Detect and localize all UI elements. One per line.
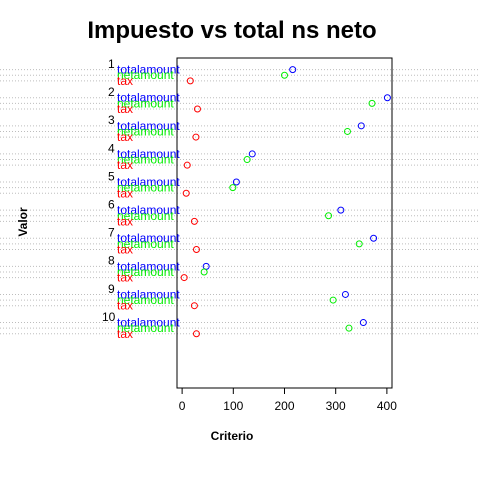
row-label: tax [117,271,133,285]
row-label: netamount [117,68,174,82]
data-point [243,156,251,164]
row-label: totalamount [117,91,180,105]
x-tick-label: 0 [179,399,186,413]
row-label: netamount [117,209,174,223]
data-point [341,290,349,298]
data-point [289,66,297,74]
row-label: totalamount [117,175,180,189]
row-label: tax [117,327,133,341]
data-point [383,94,391,102]
row-label: tax [117,242,133,256]
row-label: totalamount [117,147,180,161]
row-label: netamount [117,321,174,335]
data-point [232,178,240,186]
data-point [183,161,191,169]
row-label: totalamount [117,316,180,330]
data-point [337,206,345,214]
data-points [180,66,391,338]
data-point [186,77,194,85]
row-label: tax [117,102,133,116]
x-tick-label: 400 [377,399,397,413]
data-point [182,189,190,197]
row-label: netamount [117,293,174,307]
row-label: tax [117,299,133,313]
row-label: totalamount [117,203,180,217]
group-label: 5 [108,169,115,183]
x-axis: 0 100 200 300 400 [179,387,397,413]
group-label: 10 [102,310,116,324]
row-label: totalamount [117,287,180,301]
row-label: totalamount [117,63,180,77]
row-label: netamount [117,124,174,138]
group-label: 2 [108,85,115,99]
data-point [359,319,367,327]
row-label: totalamount [117,119,180,133]
data-point [325,212,333,220]
x-tick-label: 200 [274,399,294,413]
data-point [192,245,200,253]
grid-lines [0,69,480,335]
x-axis-title: Criterio [211,429,254,443]
data-point [200,268,208,276]
group-label: 7 [108,226,115,240]
data-point [329,296,337,304]
group-label: 3 [108,113,115,127]
group-label: 6 [108,198,115,212]
row-label: totalamount [117,231,180,245]
x-tick-label: 100 [223,399,243,413]
group-label: 8 [108,254,115,268]
row-label: netamount [117,265,174,279]
row-label: tax [117,158,133,172]
row-label: tax [117,214,133,228]
row-label: netamount [117,237,174,251]
row-label: netamount [117,181,174,195]
group-label: 1 [108,57,115,71]
data-point [192,330,200,338]
x-tick-label: 300 [326,399,346,413]
row-label: totalamount [117,259,180,273]
data-point [190,217,198,225]
y-axis-title: Valor [16,207,30,237]
data-point [193,105,201,113]
data-point [281,71,288,79]
row-label: netamount [117,96,174,110]
data-point [345,324,353,332]
row-label: tax [117,74,133,88]
data-point [180,274,188,282]
data-point [343,127,351,135]
chart-title: Impuesto vs total ns neto [87,17,376,44]
group-label: 4 [108,141,115,155]
data-point [190,302,198,310]
data-point [248,150,256,158]
row-label: netamount [117,153,174,167]
data-point [229,184,237,192]
data-point [192,133,200,141]
data-point [370,234,378,242]
group-label: 9 [108,282,115,296]
data-point [355,240,363,248]
row-label: tax [117,130,133,144]
data-point [368,99,376,107]
data-point [357,122,365,130]
plot-frame [176,57,393,389]
row-label: tax [117,186,133,200]
